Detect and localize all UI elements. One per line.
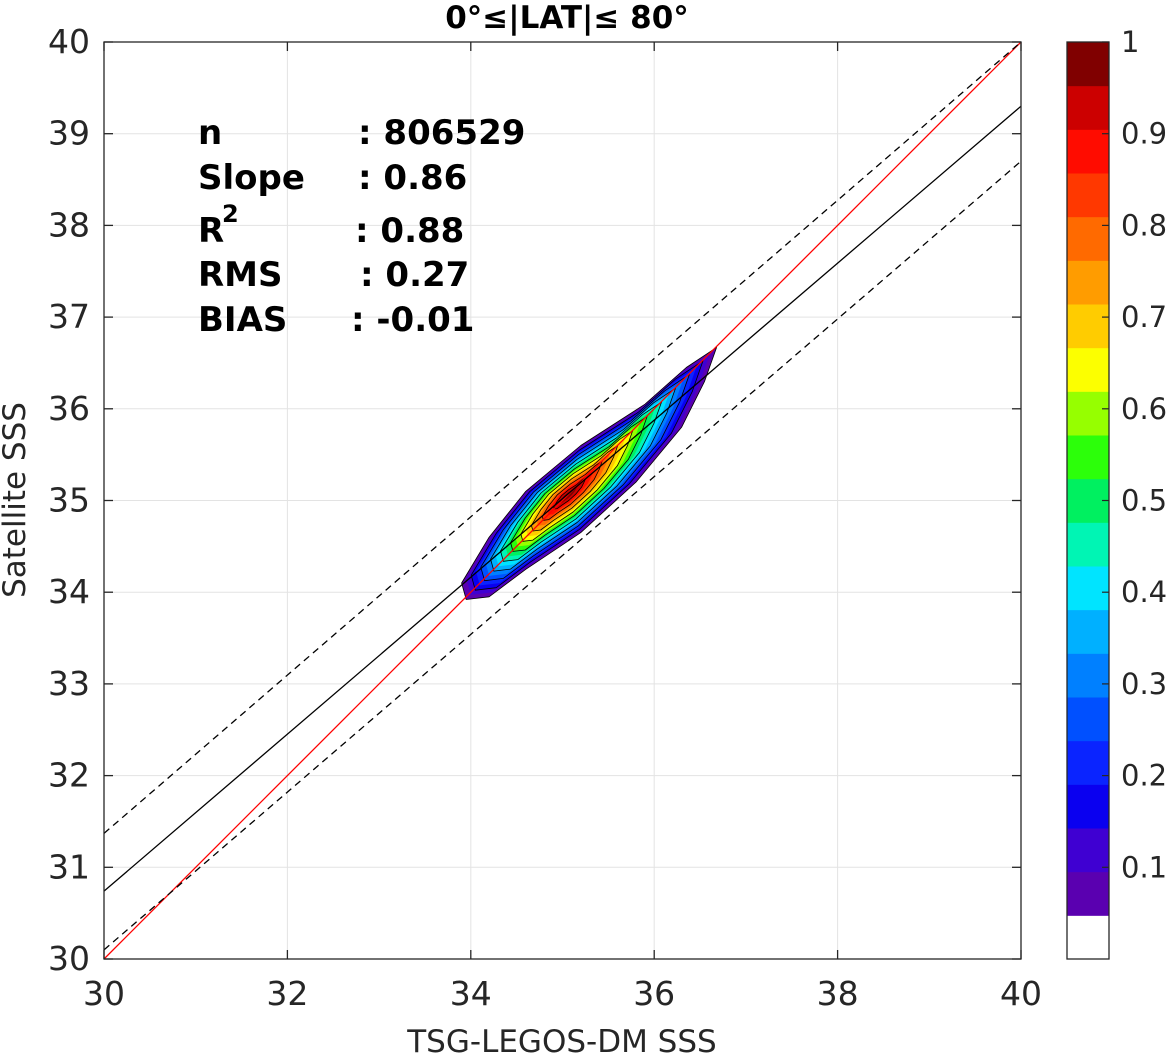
y-tick-label: 34 (48, 572, 90, 611)
stat-n-label: n (198, 113, 222, 153)
colorbar-swatch (1067, 566, 1109, 611)
y-tick-label: 35 (48, 481, 90, 520)
colorbar-tick-label: 0.9 (1121, 117, 1167, 151)
colorbar-tick-label: 0.3 (1121, 667, 1167, 701)
chart-title: 0°≤|LAT|≤ 80° (445, 0, 689, 36)
colorbar-swatch (1067, 304, 1109, 349)
colorbar-swatch (1067, 871, 1109, 916)
y-tick-label: 38 (48, 205, 90, 244)
stat-r2-superscript: 2 (222, 200, 239, 228)
reference-lines (103, 41, 1022, 960)
colorbar-tick-label: 0.1 (1121, 850, 1167, 884)
colorbar-swatch (1067, 915, 1109, 960)
x-tick-label: 38 (817, 974, 859, 1013)
y-tick-label: 40 (48, 22, 90, 61)
colorbar-tick-label: 1 (1121, 25, 1139, 59)
colorbar-swatch (1067, 260, 1109, 305)
line-regression (103, 105, 1022, 892)
stat-bias-value: : -0.01 (351, 300, 474, 340)
stat-r2-value: : 0.88 (355, 211, 464, 251)
line-lower-bound (103, 160, 1022, 951)
colorbar-tick-label: 0.4 (1121, 575, 1167, 609)
x-tick-label: 36 (633, 974, 675, 1013)
y-tick-label: 31 (48, 847, 90, 886)
colorbar-tick-label: 0.7 (1121, 300, 1167, 334)
y-tick-label: 32 (48, 756, 90, 795)
colorbar-swatch (1067, 173, 1109, 218)
stat-rms-value: : 0.27 (360, 255, 469, 295)
colorbar-swatch (1067, 784, 1109, 829)
line-upper-bound (103, 41, 1022, 834)
y-tick-label: 33 (48, 664, 90, 703)
y-tick-label: 39 (48, 114, 90, 153)
stat-n-value: : 806529 (358, 113, 525, 153)
x-tick-label: 34 (450, 974, 492, 1013)
colorbar-tick-label: 0.2 (1121, 759, 1167, 793)
line-one-to-one (103, 41, 1022, 960)
stat-rms-label: RMS (198, 255, 283, 295)
x-tick-label: 30 (83, 974, 125, 1013)
colorbar-tick-label: 0.6 (1121, 392, 1167, 426)
y-tick-label: 37 (48, 297, 90, 336)
stat-bias-label: BIAS (198, 300, 287, 340)
y-axis-label: Satellite SSS (0, 402, 33, 598)
stat-slope-value: : 0.86 (358, 158, 467, 198)
grid (103, 41, 1022, 960)
colorbar-swatch (1067, 347, 1109, 392)
statistics-box: n : 806529 Slope : 0.86 R 2 : 0.88 RMS :… (198, 113, 525, 340)
stat-slope-label: Slope (198, 158, 305, 198)
colorbar-swatch (1067, 216, 1109, 261)
colorbar-swatch (1067, 85, 1109, 130)
colorbar-swatch (1067, 522, 1109, 567)
colorbar-swatch (1067, 609, 1109, 654)
colorbar-swatch (1067, 697, 1109, 742)
plot-area: 30 32 34 36 38 40 30 31 32 33 34 35 36 37 38 39 40 (48, 22, 1042, 1013)
stat-r2-label: R (198, 211, 224, 251)
axis-ticks: 30 32 34 36 38 40 30 31 32 33 34 35 36 37 38 39 40 (48, 22, 1042, 1013)
colorbar-tick-label: 0.8 (1121, 208, 1167, 242)
colorbar-swatch (1067, 828, 1109, 873)
x-axis-label: TSG-LEGOS-DM SSS (406, 1024, 716, 1055)
colorbar-swatch (1067, 42, 1109, 87)
x-tick-label: 32 (266, 974, 308, 1013)
colorbar-swatch (1067, 653, 1109, 698)
colorbar-swatch (1067, 435, 1109, 480)
x-tick-label: 40 (1000, 974, 1042, 1013)
colorbar-swatch (1067, 129, 1109, 174)
colorbar: 0.1 0.2 0.3 0.4 0.5 0.6 0.7 0.8 0.9 1 (1066, 25, 1167, 960)
colorbar-swatch (1067, 740, 1109, 785)
colorbar-tick-label: 0.5 (1121, 484, 1167, 518)
y-tick-label: 30 (48, 939, 90, 978)
y-tick-label: 36 (48, 389, 90, 428)
colorbar-swatch (1067, 391, 1109, 436)
